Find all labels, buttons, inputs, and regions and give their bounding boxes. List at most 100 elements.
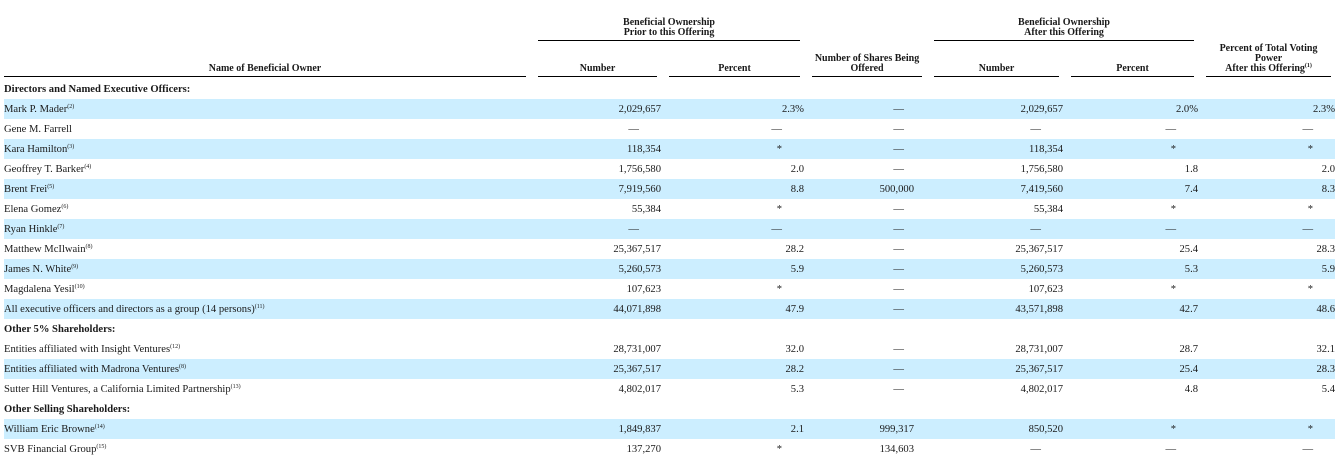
prior-percent-cell: 28.2	[661, 359, 805, 379]
after-percent-cell: *	[1170, 283, 1177, 295]
prior-percent-cell: 2.1	[661, 419, 805, 439]
voting-power-cell: 48.6	[1198, 299, 1336, 319]
voting-power-cell: 5.4	[1321, 383, 1336, 395]
after-percent-cell: 28.7	[1179, 343, 1199, 355]
voting-header-line-1: Percent of Total Voting Power	[1219, 43, 1318, 64]
shares-offered-cell: 500,000	[804, 179, 927, 199]
owner-name-cell: Elena Gomez(6)	[4, 199, 530, 219]
after-number-cell: 2,029,657	[926, 99, 1064, 119]
after-percent-cell: —	[1063, 219, 1199, 239]
owner-name-cell: Entities affiliated with Insight Venture…	[4, 339, 530, 359]
after-percent-cell: 5.3	[1063, 259, 1199, 279]
section-title: Other 5% Shareholders:	[4, 323, 116, 335]
table-row: Brent Frei(5) 7,919,560 8.8 500,000 7,419,56…	[4, 179, 1336, 199]
voting-power-cell: 32.1	[1316, 343, 1336, 355]
after-number-cell: 4,802,017	[1020, 383, 1064, 395]
after-number-cell: 118,354	[926, 139, 1064, 159]
prior-number-cell: 107,623	[626, 283, 661, 295]
footnote-ref: (12)	[170, 343, 181, 350]
table-row: Entities affiliated with Insight Venture…	[4, 339, 1335, 359]
owner-name-cell: James N. White(9)	[4, 259, 530, 279]
shares-offered-cell: —	[804, 359, 927, 379]
after-percent-cell: —	[1165, 123, 1177, 135]
owner-name-cell: Ryan Hinkle(7)	[4, 219, 530, 239]
shares-offered-cell: —	[893, 383, 905, 395]
prior-group-line-2: Prior to this Offering	[623, 27, 715, 38]
shares-offered-cell: 134,603	[879, 443, 915, 455]
offered-header-line-1: Number of Shares Being	[814, 53, 920, 64]
beneficial-ownership-table: Beneficial Ownership Prior to this Offer…	[4, 17, 1336, 459]
shares-offered-cell: —	[893, 203, 905, 215]
after-percent-cell: —	[1165, 443, 1177, 455]
after-number-cell: 850,520	[926, 419, 1064, 439]
after-percent-column-header: Percent	[1063, 44, 1198, 79]
footnote-ref: (4)	[84, 163, 92, 170]
owner-name: Entities affiliated with Insight Venture…	[4, 343, 171, 355]
after-percent-cell: *	[1170, 203, 1177, 215]
prior-percent-cell: 32.0	[785, 343, 805, 355]
after-number-cell: —	[926, 219, 1064, 239]
owner-name-cell: Entities affiliated with Madrona Venture…	[4, 359, 530, 379]
prior-percent-cell: 8.8	[661, 179, 805, 199]
prior-number-cell: 7,919,560	[530, 179, 661, 199]
after-number-cell: 43,571,898	[926, 299, 1064, 319]
after-percent-cell: *	[1063, 139, 1199, 159]
footnote-ref: (6)	[61, 203, 69, 210]
after-percent-cell: *	[1063, 419, 1199, 439]
shares-offered-column-header: Number of Shares Being Offered	[804, 44, 926, 79]
prior-number-cell: 118,354	[530, 139, 661, 159]
owner-name-cell: Magdalena Yesil(10)	[4, 279, 530, 299]
prior-percent-cell: 2.3%	[661, 99, 805, 119]
prior-percent-cell: *	[661, 139, 805, 159]
after-group-line-2: After this Offering	[1024, 27, 1104, 38]
prior-number-cell: 44,071,898	[530, 299, 661, 319]
prior-number-column-header: Number	[530, 44, 661, 79]
after-number-cell: 7,419,560	[926, 179, 1064, 199]
voting-power-cell: *	[1198, 419, 1336, 439]
prior-percent-cell: 5.3	[790, 383, 805, 395]
prior-percent-cell: 2.0	[790, 163, 805, 175]
table-row: Geoffrey T. Barker(4) 1,756,580 2.0 — 1,756,…	[4, 159, 1335, 179]
after-group-line-1: Beneficial Ownership	[1018, 17, 1110, 28]
owner-name: All executive officers and directors as …	[4, 303, 255, 315]
name-column-header: Name of Beneficial Owner	[4, 44, 530, 79]
table-row: Elena Gomez(6) 55,384 * — 55,384 * *	[4, 199, 1335, 219]
table-row: Matthew McIlwain(8) 25,367,517 28.2 — 25,367…	[4, 239, 1335, 259]
table-row: Entities affiliated with Madrona Venture…	[4, 359, 1336, 379]
shares-offered-cell: —	[893, 123, 905, 135]
voting-power-cell: 2.0	[1321, 163, 1336, 175]
after-number-cell: 25,367,517	[1015, 243, 1064, 255]
prior-group-line-1: Beneficial Ownership	[623, 17, 715, 28]
table-row: All executive officers and directors as …	[4, 299, 1336, 319]
after-percent-cell: 25.4	[1179, 243, 1199, 255]
prior-percent-column-header: Percent	[661, 44, 804, 79]
shares-offered-cell: —	[804, 259, 927, 279]
owner-name: Ryan Hinkle	[4, 223, 58, 235]
after-percent-cell: 4.8	[1184, 383, 1199, 395]
voting-power-cell: *	[1307, 283, 1314, 295]
table-row: William Eric Browne(14) 1,849,837 2.1 999,3…	[4, 419, 1336, 439]
shares-offered-cell: —	[804, 99, 927, 119]
prior-number-cell: 137,270	[626, 443, 661, 455]
prior-number-cell: —	[628, 123, 639, 135]
voting-power-cell: —	[1302, 443, 1314, 455]
voting-power-cell: *	[1307, 203, 1314, 215]
section-header-row: Other Selling Shareholders:	[4, 399, 1335, 419]
voting-power-cell: 28.3	[1316, 243, 1336, 255]
footnote-ref: (11)	[254, 303, 265, 310]
voting-header-line-2: After this Offering(1)	[1225, 63, 1312, 74]
voting-power-cell: 8.3	[1198, 179, 1336, 199]
table-row: Mark P. Mader(2) 2,029,657 2.3% —2,029,657 2…	[4, 99, 1336, 119]
owner-name-cell: Geoffrey T. Barker(4)	[4, 159, 530, 179]
after-percent-cell: 1.8	[1184, 163, 1199, 175]
shares-offered-cell: —	[893, 163, 905, 175]
after-number-cell: 28,731,007	[1015, 343, 1064, 355]
table-row: James N. White(9) 5,260,573 5.9—5,260,573 5…	[4, 259, 1336, 279]
after-offering-group-header: Beneficial Ownership After this Offering	[926, 18, 1198, 44]
section-title: Directors and Named Executive Officers:	[4, 83, 191, 95]
voting-power-cell: *	[1198, 139, 1336, 159]
after-percent-cell: 25.4	[1063, 359, 1199, 379]
after-percent-cell: 2.0%	[1063, 99, 1199, 119]
shares-offered-cell: —	[893, 283, 905, 295]
owner-name: Geoffrey T. Barker	[4, 163, 85, 175]
